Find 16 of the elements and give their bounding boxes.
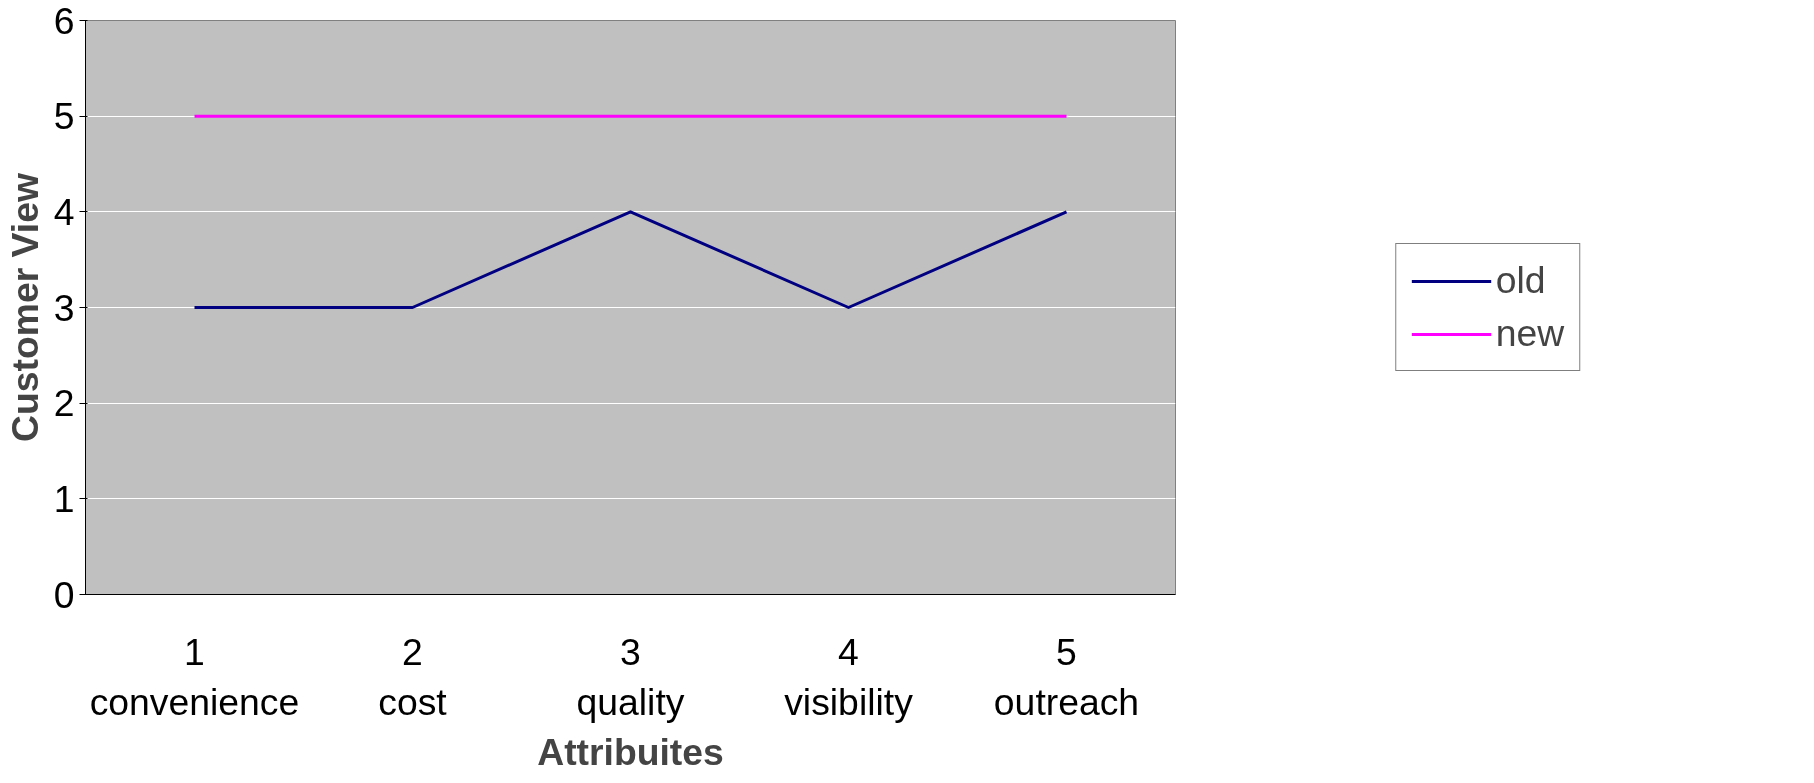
y-tick-label: 3 xyxy=(53,286,75,329)
y-tick-label: 4 xyxy=(53,190,75,233)
y-tick-label: 5 xyxy=(53,95,75,138)
y-tick-label: 1 xyxy=(53,477,75,520)
x-tick-label: 5 outreach xyxy=(993,630,1140,723)
y-tick-label: 6 xyxy=(53,0,75,42)
y-axis-title: Customer View xyxy=(3,172,46,442)
y-tick-label: 0 xyxy=(53,573,75,616)
legend-label: old xyxy=(1495,259,1546,302)
x-tick-label: 2 cost xyxy=(378,630,448,723)
legend-label: new xyxy=(1495,312,1565,355)
x-tick-label: 1 convenience xyxy=(89,630,300,723)
y-tick-label: 2 xyxy=(53,382,75,425)
x-axis-title: Attribuites xyxy=(537,730,724,773)
x-tick-label: 4 visibility xyxy=(784,630,914,723)
x-tick-label: 3 quality xyxy=(576,630,685,723)
